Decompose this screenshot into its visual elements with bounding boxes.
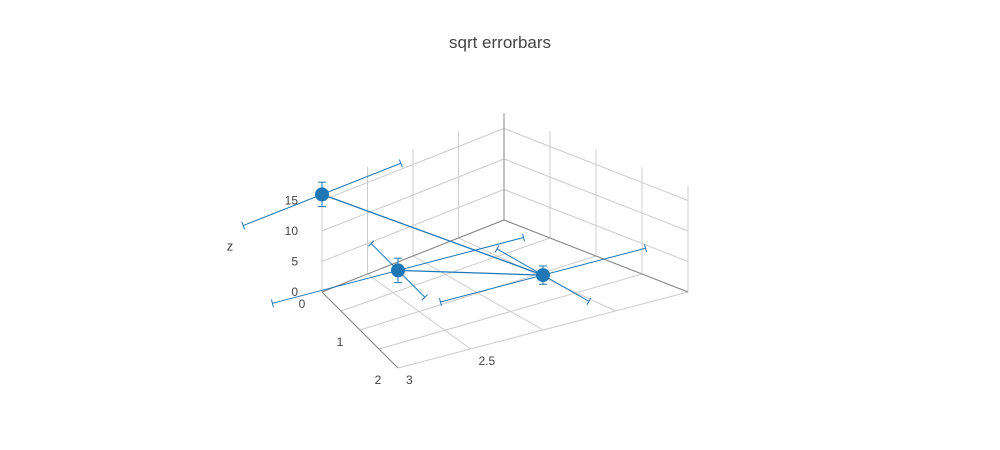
grid-layer [321, 113, 689, 369]
ticks-layer: 0 5 10 15 0 1 2 2.5 3 z [227, 194, 496, 388]
z-tick-label: 5 [291, 255, 298, 269]
wall-y1-horiz-1 [503, 189, 689, 262]
error-bar-y-1-cap [644, 244, 648, 253]
error-bar-x-1-cap [494, 245, 500, 253]
error-bar-y-2-cap [522, 233, 526, 242]
series-line [321, 193, 544, 276]
x-tick-label: 0 [299, 297, 306, 311]
wall-x0-horiz-2 [321, 158, 505, 232]
data-point-2 [391, 263, 405, 278]
wall-y1-horiz-2 [503, 158, 689, 232]
error-bar-y-0-cap [398, 159, 403, 168]
error-bar-x-2-cap [421, 294, 429, 301]
floor-grid-y-3 [367, 273, 471, 350]
x-tick-label: 2 [375, 373, 382, 387]
data-point-0 [315, 187, 329, 202]
error-bar-x-2-cap [367, 240, 375, 247]
z-tick-label: 15 [285, 194, 299, 208]
axis-edge-back-left [321, 219, 505, 293]
wall-x0-horiz-3 [321, 128, 505, 201]
error-bar-x-1-cap [586, 297, 592, 305]
axis-edge-back-right [503, 219, 689, 293]
error-bar-y-1-cap [438, 297, 442, 306]
wall-y1-horiz-3 [503, 128, 689, 201]
y-tick-label: 3 [406, 373, 413, 387]
wall-x0-horiz-1 [321, 189, 505, 262]
error-bar-y-0-cap [241, 221, 246, 230]
axis-edge-front-x [321, 291, 399, 369]
chart-title: sqrt errorbars [448, 33, 552, 52]
series-layer [241, 159, 648, 308]
z-axis-title: z [227, 238, 234, 253]
z-tick-label: 0 [291, 285, 298, 299]
error-bar-y-2-cap [270, 299, 274, 308]
data-point-1 [536, 268, 550, 283]
floor-grid-y-2 [412, 255, 544, 331]
z-tick-label: 10 [285, 224, 299, 238]
x-tick-label: 1 [337, 335, 344, 349]
y-tick-label: 2.5 [479, 354, 496, 368]
